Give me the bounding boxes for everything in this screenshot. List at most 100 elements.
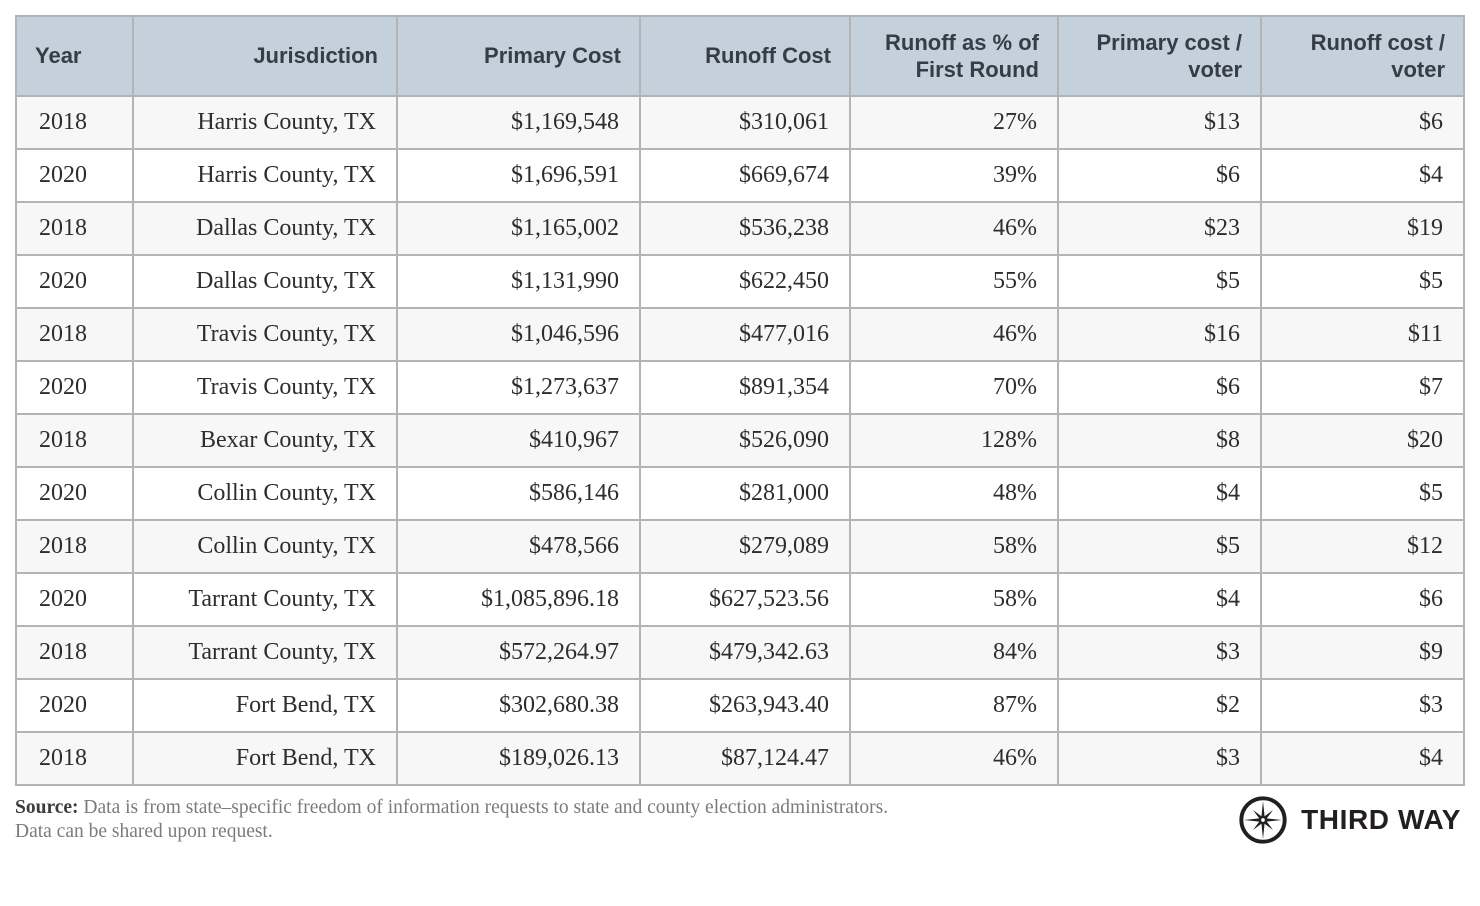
cell-primary-cost: $586,146 — [396, 466, 641, 521]
cell-year: 2020 — [15, 678, 134, 733]
cell-runoff-per-voter: $12 — [1260, 519, 1465, 574]
table-header: Year Jurisdiction Primary Cost Runoff Co… — [15, 15, 1465, 97]
cell-primary-cost: $1,696,591 — [396, 148, 641, 203]
cell-jurisdiction: Travis County, TX — [132, 307, 398, 362]
source-line-1: Source: Data is from state–specific free… — [15, 796, 888, 820]
cell-runoff-cost: $536,238 — [639, 201, 851, 256]
cell-year: 2018 — [15, 731, 134, 786]
footer: Source: Data is from state–specific free… — [15, 794, 1463, 846]
source-line-2: Data can be shared upon request. — [15, 821, 273, 842]
cell-jurisdiction: Harris County, TX — [132, 95, 398, 150]
column-header-primary-cost-per-voter: Primary cost / voter — [1057, 15, 1262, 97]
column-header-runoff-cost-per-voter: Runoff cost / voter — [1260, 15, 1465, 97]
cell-primary-per-voter: $3 — [1057, 731, 1262, 786]
runoff-cost-table: Year Jurisdiction Primary Cost Runoff Co… — [15, 15, 1465, 786]
cell-year: 2018 — [15, 307, 134, 362]
cell-primary-cost: $1,131,990 — [396, 254, 641, 309]
table-body: 2018 Harris County, TX $1,169,548 $310,0… — [15, 95, 1465, 786]
cell-primary-cost: $1,273,637 — [396, 360, 641, 415]
cell-primary-per-voter: $4 — [1057, 466, 1262, 521]
cell-jurisdiction: Tarrant County, TX — [132, 572, 398, 627]
cell-primary-per-voter: $16 — [1057, 307, 1262, 362]
cell-runoff-pct: 27% — [849, 95, 1059, 150]
cell-primary-per-voter: $2 — [1057, 678, 1262, 733]
cell-primary-per-voter: $13 — [1057, 95, 1262, 150]
cell-jurisdiction: Collin County, TX — [132, 466, 398, 521]
column-header-runoff-pct-first-round: Runoff as % of First Round — [849, 15, 1059, 97]
cell-runoff-per-voter: $6 — [1260, 572, 1465, 627]
cell-year: 2018 — [15, 95, 134, 150]
cell-runoff-cost: $622,450 — [639, 254, 851, 309]
cell-year: 2018 — [15, 519, 134, 574]
cell-runoff-cost: $479,342.63 — [639, 625, 851, 680]
source-text: Data is from state–specific freedom of i… — [83, 797, 889, 819]
header-row: Year Jurisdiction Primary Cost Runoff Co… — [15, 15, 1465, 97]
cell-jurisdiction: Dallas County, TX — [132, 254, 398, 309]
cell-runoff-cost: $627,523.56 — [639, 572, 851, 627]
cell-jurisdiction: Harris County, TX — [132, 148, 398, 203]
cell-runoff-cost: $281,000 — [639, 466, 851, 521]
cell-jurisdiction: Collin County, TX — [132, 519, 398, 574]
cost-table-container: Year Jurisdiction Primary Cost Runoff Co… — [15, 15, 1465, 786]
cell-runoff-pct: 87% — [849, 678, 1059, 733]
column-header-year: Year — [15, 15, 134, 97]
cell-year: 2020 — [15, 466, 134, 521]
cell-runoff-pct: 46% — [849, 731, 1059, 786]
cell-runoff-cost: $669,674 — [639, 148, 851, 203]
cell-primary-cost: $410,967 — [396, 413, 641, 468]
cell-primary-per-voter: $3 — [1057, 625, 1262, 680]
table-row: 2020 Tarrant County, TX $1,085,896.18 $6… — [15, 572, 1465, 627]
table-row: 2018 Collin County, TX $478,566 $279,089… — [15, 519, 1465, 574]
cell-year: 2020 — [15, 148, 134, 203]
column-header-runoff-cost: Runoff Cost — [639, 15, 851, 97]
cell-runoff-cost: $279,089 — [639, 519, 851, 574]
cell-primary-per-voter: $23 — [1057, 201, 1262, 256]
cell-runoff-per-voter: $4 — [1260, 731, 1465, 786]
brand-wordmark: THIRD WAY — [1301, 804, 1461, 835]
cell-runoff-cost: $87,124.47 — [639, 731, 851, 786]
cell-primary-cost: $189,026.13 — [396, 731, 641, 786]
cell-primary-cost: $1,169,548 — [396, 95, 641, 150]
cell-primary-per-voter: $5 — [1057, 519, 1262, 574]
cell-runoff-pct: 48% — [849, 466, 1059, 521]
cell-jurisdiction: Fort Bend, TX — [132, 678, 398, 733]
cell-runoff-pct: 58% — [849, 572, 1059, 627]
cell-primary-cost: $572,264.97 — [396, 625, 641, 680]
cell-year: 2020 — [15, 254, 134, 309]
cell-runoff-per-voter: $6 — [1260, 95, 1465, 150]
cell-runoff-per-voter: $4 — [1260, 148, 1465, 203]
cell-jurisdiction: Bexar County, TX — [132, 413, 398, 468]
source-label: Source: — [15, 797, 79, 819]
cell-runoff-pct: 70% — [849, 360, 1059, 415]
cell-year: 2018 — [15, 201, 134, 256]
cell-primary-per-voter: $8 — [1057, 413, 1262, 468]
column-header-jurisdiction: Jurisdiction — [132, 15, 398, 97]
cell-primary-cost: $478,566 — [396, 519, 641, 574]
cell-runoff-pct: 46% — [849, 307, 1059, 362]
third-way-logo: THIRD WAY — [1237, 794, 1463, 846]
cell-runoff-per-voter: $5 — [1260, 466, 1465, 521]
cell-primary-per-voter: $4 — [1057, 572, 1262, 627]
cell-primary-cost: $1,046,596 — [396, 307, 641, 362]
table-row: 2020 Travis County, TX $1,273,637 $891,3… — [15, 360, 1465, 415]
cell-year: 2018 — [15, 625, 134, 680]
table-row: 2018 Fort Bend, TX $189,026.13 $87,124.4… — [15, 731, 1465, 786]
table-row: 2018 Bexar County, TX $410,967 $526,090 … — [15, 413, 1465, 468]
table-row: 2018 Travis County, TX $1,046,596 $477,0… — [15, 307, 1465, 362]
table-row: 2020 Harris County, TX $1,696,591 $669,6… — [15, 148, 1465, 203]
cell-primary-per-voter: $6 — [1057, 360, 1262, 415]
cell-runoff-per-voter: $19 — [1260, 201, 1465, 256]
cell-year: 2020 — [15, 360, 134, 415]
cell-primary-per-voter: $5 — [1057, 254, 1262, 309]
cell-year: 2020 — [15, 572, 134, 627]
cell-runoff-per-voter: $9 — [1260, 625, 1465, 680]
cell-runoff-per-voter: $5 — [1260, 254, 1465, 309]
cell-runoff-cost: $310,061 — [639, 95, 851, 150]
cell-jurisdiction: Travis County, TX — [132, 360, 398, 415]
cell-primary-cost: $1,165,002 — [396, 201, 641, 256]
cell-runoff-pct: 128% — [849, 413, 1059, 468]
cell-runoff-per-voter: $20 — [1260, 413, 1465, 468]
cell-runoff-cost: $526,090 — [639, 413, 851, 468]
cell-primary-cost: $302,680.38 — [396, 678, 641, 733]
cell-runoff-per-voter: $7 — [1260, 360, 1465, 415]
